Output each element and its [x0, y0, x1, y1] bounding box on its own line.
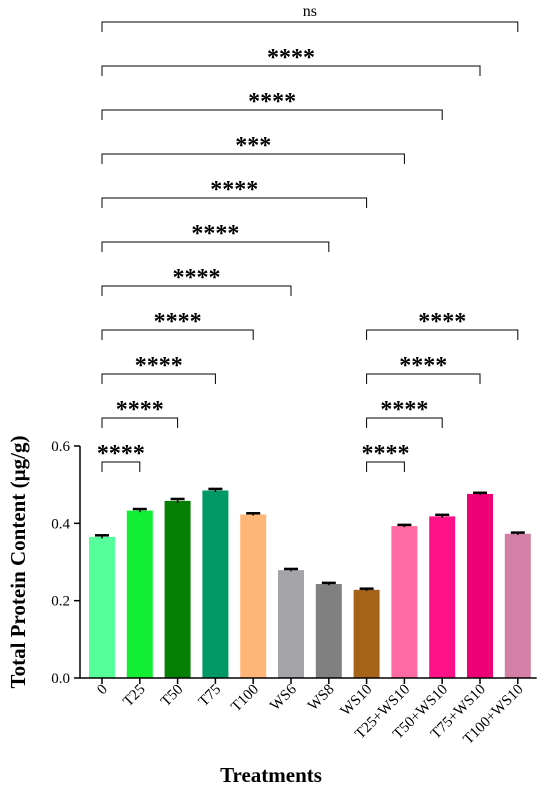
bar-T25+WS10: [391, 526, 418, 678]
significance-bracket: [366, 373, 481, 384]
x-axis-title: Treatments: [220, 763, 322, 787]
significance-bracket: [101, 65, 481, 76]
x-tick-label-T100: T100: [228, 682, 262, 716]
x-tick-label-WS8: WS8: [305, 682, 338, 715]
bar-T25: [126, 510, 153, 678]
significance-label: ****: [191, 221, 239, 247]
x-tick-label-T50: T50: [158, 682, 186, 710]
significance-bracket: [101, 285, 292, 296]
bar-WS8: [315, 584, 342, 678]
bar-WS10: [353, 589, 380, 678]
bar-T50: [164, 500, 191, 678]
significance-bracket: [101, 153, 405, 164]
significance-label: ****: [116, 397, 164, 423]
significance-bracket: [101, 21, 519, 32]
bar-T100: [240, 514, 267, 678]
significance-brackets: ***************************************n…: [97, 3, 519, 472]
y-tick-label: 0.4: [51, 516, 70, 532]
significance-bracket: [366, 461, 405, 472]
significance-label: ****: [380, 397, 428, 423]
significance-label: ****: [248, 89, 296, 115]
bar-WS6: [278, 570, 304, 678]
significance-label: ****: [154, 309, 202, 335]
y-tick-label: 0.2: [51, 594, 70, 610]
bar-T75+WS10: [467, 493, 493, 678]
bars: [89, 487, 531, 678]
significance-label: ****: [399, 353, 447, 379]
bar-0: [89, 536, 115, 678]
significance-bracket: [101, 329, 254, 340]
y-axis-title: Total Protein Content (µg/g): [6, 435, 30, 688]
x-tick-label-WS6: WS6: [267, 681, 300, 714]
significance-label: ****: [173, 265, 221, 291]
significance-bracket: [101, 241, 330, 252]
significance-bracket: [101, 417, 179, 428]
x-tick-label-0: 0: [94, 682, 111, 699]
significance-bracket: [101, 373, 216, 384]
bar-T50+WS10: [429, 516, 456, 678]
significance-bracket: [101, 109, 443, 120]
significance-bracket: [101, 461, 141, 472]
significance-bracket: [366, 417, 443, 428]
significance-label: ns: [303, 3, 317, 20]
x-tick-label-T75: T75: [196, 682, 224, 710]
significance-label: ****: [362, 441, 410, 467]
significance-bracket: [366, 329, 519, 340]
significance-label: ****: [267, 45, 315, 71]
significance-bracket: [101, 197, 368, 208]
x-tick-label-T25: T25: [120, 682, 148, 710]
bar-T100+WS10: [504, 533, 531, 678]
significance-label: ****: [97, 441, 145, 467]
significance-label: ****: [210, 177, 258, 203]
y-tick-label: 0.6: [51, 439, 70, 455]
significance-label: ****: [418, 309, 466, 335]
significance-label: ****: [135, 353, 183, 379]
bar-T75: [202, 490, 229, 678]
significance-label: ***: [235, 133, 271, 159]
y-tick-label: 0.0: [51, 671, 70, 687]
